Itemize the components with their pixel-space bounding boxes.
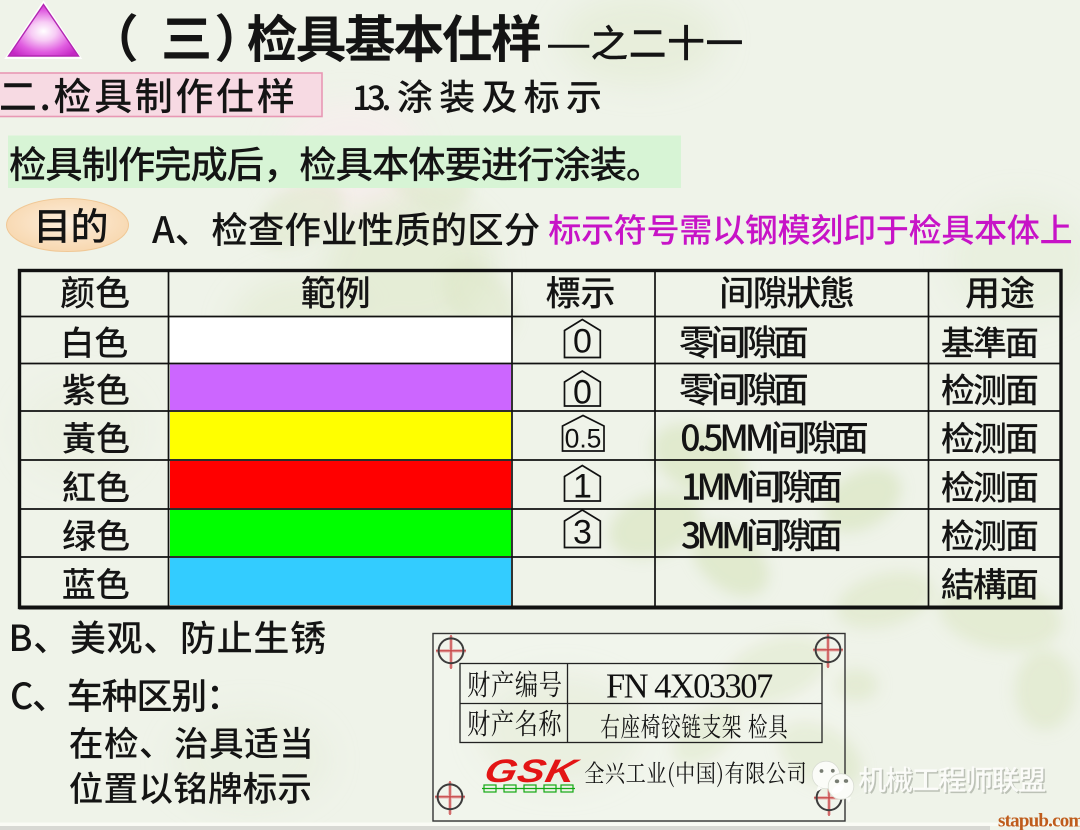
svg-text:1: 1 (573, 468, 592, 506)
svg-text:stapub.com: stapub.com (998, 811, 1080, 830)
svg-text:3: 3 (573, 514, 592, 552)
svg-text:0.5: 0.5 (565, 424, 602, 454)
svg-text:0: 0 (573, 323, 592, 361)
svg-text:GSK: GSK (481, 753, 583, 789)
svg-text:0: 0 (573, 374, 592, 412)
svg-text:FN 4X03307: FN 4X03307 (606, 668, 773, 706)
